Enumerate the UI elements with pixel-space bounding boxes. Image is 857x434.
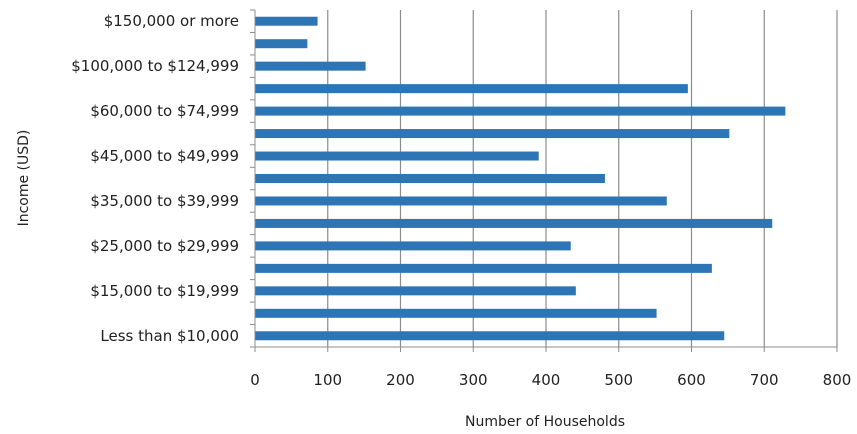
x-axis-title: Number of Households [465, 414, 625, 430]
bar [255, 263, 712, 273]
x-tick-label: 300 [459, 371, 488, 389]
y-tick-label: Less than $10,000 [100, 327, 239, 345]
bar [255, 241, 571, 251]
x-tick-label: 200 [386, 371, 415, 389]
x-tick-label: 100 [313, 371, 342, 389]
bars [255, 16, 786, 341]
y-tick-label: $25,000 to $29,999 [90, 237, 239, 255]
x-tick-label: 700 [750, 371, 779, 389]
y-tick-label: $45,000 to $49,999 [90, 147, 239, 165]
y-tick-label: $150,000 or more [104, 12, 239, 30]
bar [255, 331, 725, 341]
x-tick-label: 600 [677, 371, 706, 389]
x-tick-label: 400 [532, 371, 561, 389]
y-tick-label: $15,000 to $19,999 [90, 282, 239, 300]
bar [255, 218, 773, 228]
x-tick-label: 0 [250, 371, 260, 389]
y-axis-title: Income (USD) [16, 130, 32, 227]
tick-labels: 0 100 200 300 400 500 600 700 800 Less than $10,0… [71, 12, 851, 389]
bar [255, 286, 576, 296]
x-tick-label: 800 [823, 371, 852, 389]
bar [255, 308, 657, 318]
bar [255, 174, 605, 183]
axes [250, 9, 838, 352]
y-tick-label: $100,000 to $124,999 [71, 57, 239, 75]
bar [255, 196, 667, 206]
bar [255, 39, 308, 49]
x-tick-label: 500 [604, 371, 633, 389]
y-tick-label: $35,000 to $39,999 [90, 192, 239, 210]
y-tick-label: $60,000 to $74,999 [90, 102, 239, 120]
bar [255, 129, 730, 139]
bar [255, 61, 366, 71]
bar [255, 106, 786, 116]
bar [255, 84, 688, 94]
bar [255, 16, 318, 26]
bar [255, 151, 539, 161]
